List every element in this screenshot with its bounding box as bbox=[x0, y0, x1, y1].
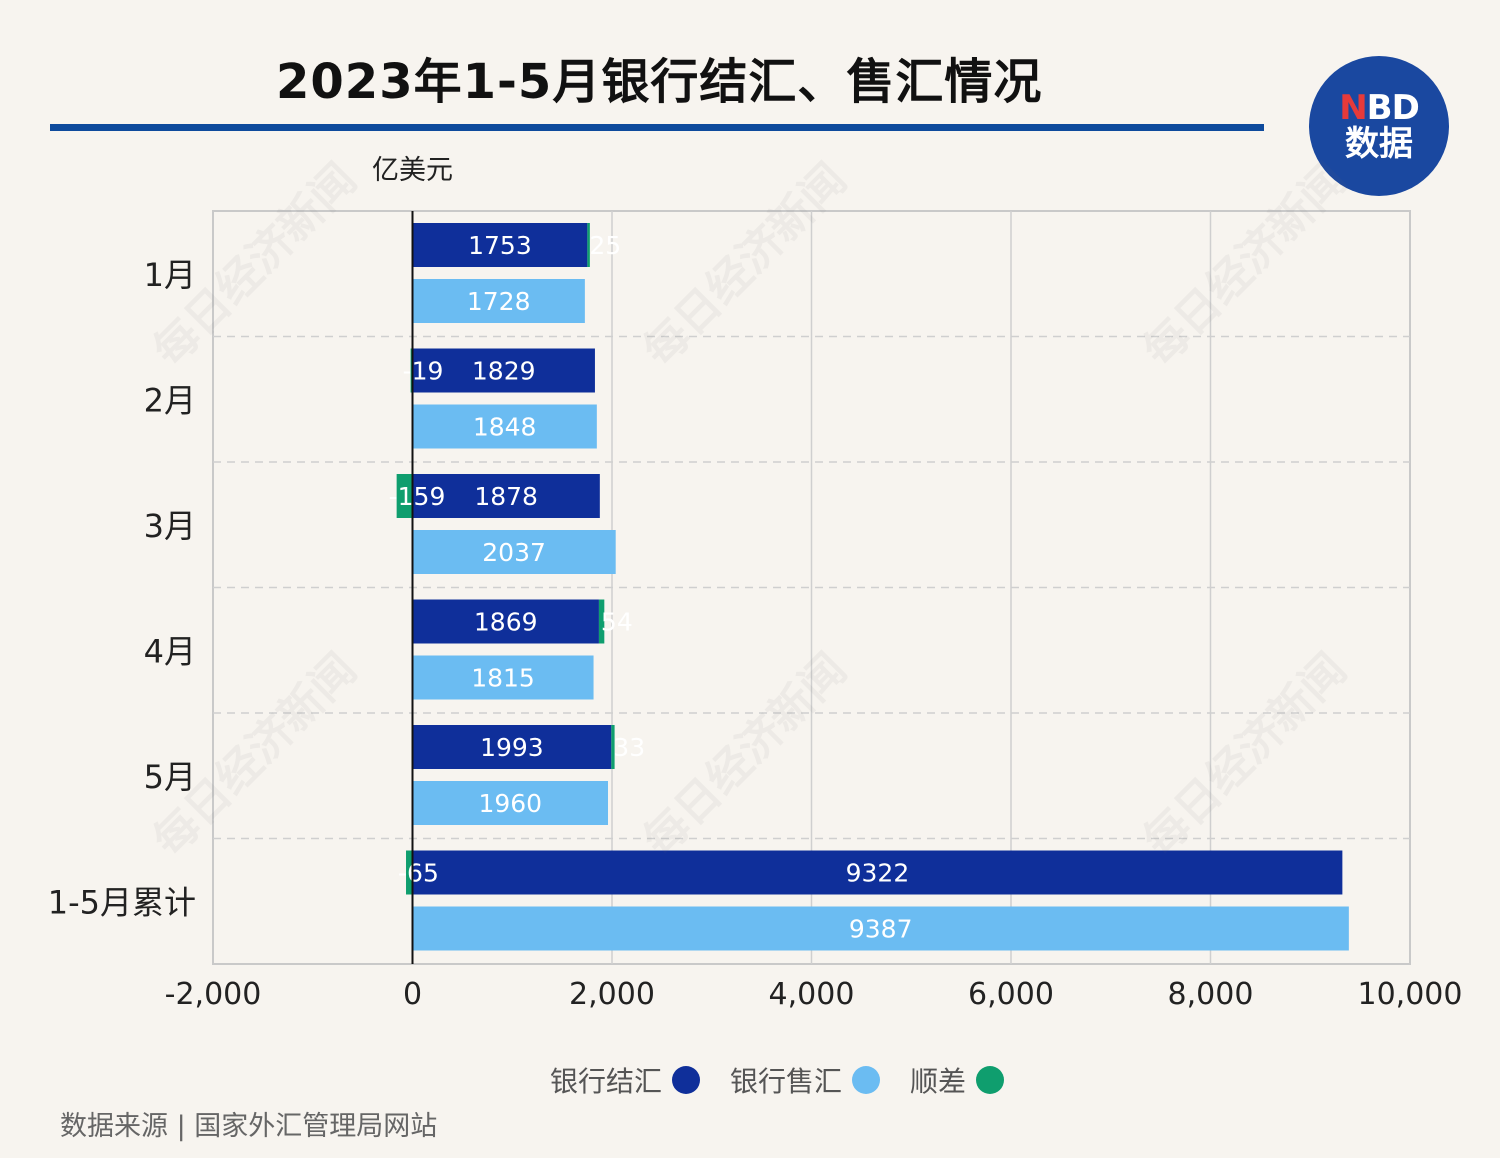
legend-label-sales: 银行售汇 bbox=[730, 1065, 843, 1098]
data-label-settlement: 1869 bbox=[474, 608, 538, 637]
logo-n: N bbox=[1339, 88, 1367, 128]
data-label-settlement: 1753 bbox=[468, 231, 532, 260]
data-label-balance: -19 bbox=[403, 357, 444, 386]
nbd-logo: NBD 数据 bbox=[1309, 56, 1449, 196]
bar-sales bbox=[412, 530, 616, 574]
data-label-sales: 2037 bbox=[482, 538, 546, 567]
category-label: 2月 bbox=[144, 381, 196, 419]
legend-dot-balance bbox=[976, 1066, 1005, 1094]
x-tick-label: 10,000 bbox=[1358, 977, 1463, 1012]
legend-item-settlement: 银行结汇 bbox=[550, 1060, 701, 1100]
legend-dot-settlement bbox=[672, 1066, 701, 1094]
data-label-sales: 9387 bbox=[849, 915, 913, 944]
legend: 银行结汇 银行售汇 顺差 bbox=[550, 1060, 1034, 1100]
data-label-settlement: 1878 bbox=[474, 482, 538, 511]
category-label: 3月 bbox=[144, 507, 196, 545]
category-label: 1月 bbox=[144, 256, 196, 294]
bar-settlement bbox=[412, 725, 612, 769]
data-label-settlement: 1993 bbox=[480, 733, 544, 762]
category-label: 5月 bbox=[144, 758, 196, 796]
bar-settlement bbox=[412, 474, 600, 518]
data-label-balance: 54 bbox=[601, 608, 633, 637]
bar-balance bbox=[396, 474, 413, 518]
bar-settlement bbox=[412, 599, 599, 644]
bar-balance bbox=[598, 599, 605, 644]
x-tick-label: 6,000 bbox=[968, 977, 1054, 1012]
title-rule bbox=[50, 124, 1264, 131]
data-label-sales: 1960 bbox=[478, 789, 542, 818]
data-label-settlement: 1829 bbox=[472, 357, 536, 386]
data-label-sales: 1848 bbox=[473, 413, 537, 442]
legend-dot-sales bbox=[852, 1066, 881, 1094]
x-tick-label: 2,000 bbox=[569, 977, 655, 1012]
bar-sales bbox=[412, 906, 1349, 951]
category-label: 1-5月累计 bbox=[48, 883, 196, 921]
category-label: 4月 bbox=[144, 632, 196, 670]
data-label-balance: -65 bbox=[398, 859, 439, 888]
bar-settlement bbox=[412, 223, 588, 267]
data-label-settlement: 9322 bbox=[846, 859, 910, 888]
bar-settlement bbox=[412, 348, 595, 393]
logo-data: 数据 bbox=[1345, 124, 1413, 164]
bar-sales bbox=[412, 404, 597, 449]
legend-label-balance: 顺差 bbox=[910, 1065, 967, 1098]
bar-settlement bbox=[412, 850, 1343, 895]
data-label-sales: 1815 bbox=[471, 664, 535, 693]
legend-item-sales: 银行售汇 bbox=[730, 1060, 881, 1100]
chart-title: 2023年1-5月银行结汇、售汇情况 bbox=[276, 54, 1043, 110]
data-source: 数据来源 | 国家外汇管理局网站 bbox=[60, 1111, 438, 1142]
bar-sales bbox=[412, 279, 585, 323]
x-tick-label: 8,000 bbox=[1168, 977, 1254, 1012]
data-label-balance: 25 bbox=[589, 231, 621, 260]
bar-sales bbox=[412, 781, 609, 825]
x-tick-label: -2,000 bbox=[165, 977, 262, 1012]
bar-balance bbox=[406, 850, 413, 895]
x-tick-label: 0 bbox=[403, 977, 422, 1012]
bar-balance bbox=[587, 223, 590, 267]
data-label-sales: 1728 bbox=[467, 287, 531, 316]
logo-bd: BD bbox=[1366, 88, 1420, 128]
bar-sales bbox=[412, 655, 594, 700]
unit-label: 亿美元 bbox=[372, 155, 453, 186]
data-label-balance: -159 bbox=[389, 482, 446, 511]
x-tick-label: 4,000 bbox=[769, 977, 855, 1012]
legend-label-settlement: 银行结汇 bbox=[550, 1065, 663, 1098]
legend-item-balance: 顺差 bbox=[910, 1060, 1005, 1100]
bar-balance bbox=[611, 725, 615, 769]
data-label-balance: 33 bbox=[613, 733, 645, 762]
